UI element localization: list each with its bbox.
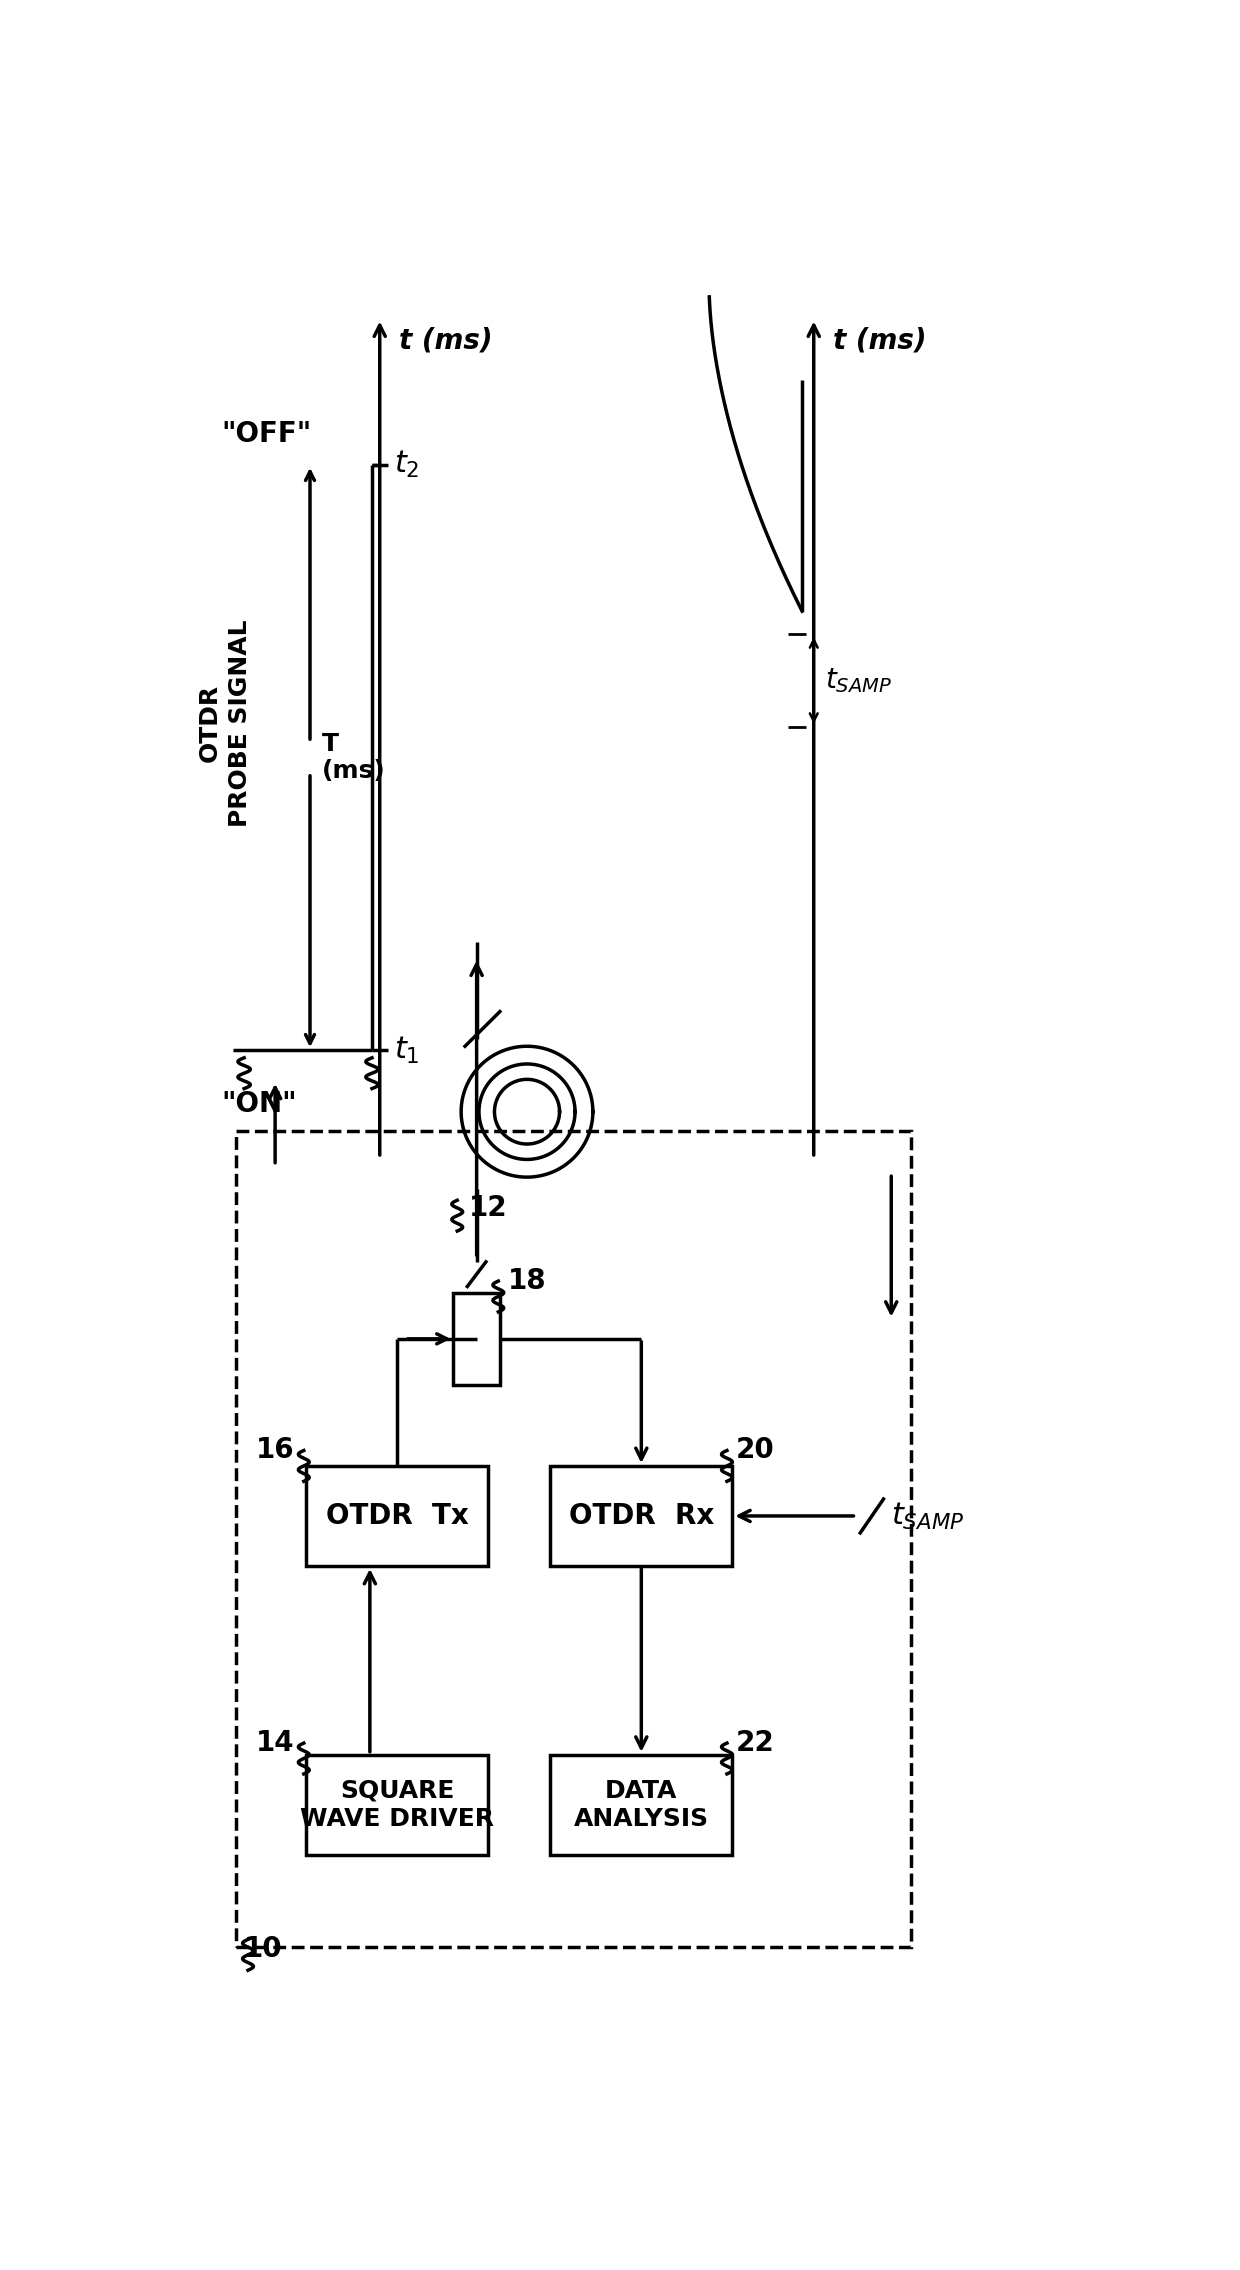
Text: 10: 10 [244, 1934, 283, 1964]
Bar [551, 1755, 733, 1855]
Text: "ON": "ON" [221, 1090, 296, 1119]
Bar [237, 1130, 910, 1948]
Text: DATA
ANALYSIS: DATA ANALYSIS [574, 1780, 709, 1830]
Text: OTDR  Rx: OTDR Rx [569, 1503, 714, 1530]
Text: OTDR
PROBE SIGNAL: OTDR PROBE SIGNAL [198, 620, 252, 826]
Bar [306, 1466, 489, 1566]
Bar [306, 1755, 489, 1855]
Text: t (ms): t (ms) [399, 327, 492, 354]
Text: 20: 20 [737, 1437, 775, 1464]
Text: OTDR  Tx: OTDR Tx [326, 1503, 469, 1530]
Text: $t_1$: $t_1$ [394, 1035, 419, 1065]
Text: 22: 22 [737, 1730, 775, 1757]
Text: SQUARE
WAVE DRIVER: SQUARE WAVE DRIVER [300, 1780, 495, 1830]
Bar [454, 1292, 500, 1385]
Text: 14: 14 [255, 1730, 295, 1757]
Text: "OFF": "OFF" [221, 420, 311, 447]
Text: 12: 12 [469, 1194, 507, 1221]
Text: 16: 16 [255, 1437, 295, 1464]
Text: t (ms): t (ms) [833, 327, 926, 354]
Text: $t_{SAMP}$: $t_{SAMP}$ [826, 665, 893, 695]
Text: $t_2$: $t_2$ [394, 449, 419, 481]
Text: 18: 18 [507, 1267, 547, 1296]
Bar [551, 1466, 733, 1566]
Text: $t_{SAMP}$: $t_{SAMP}$ [892, 1500, 965, 1532]
Text: T
(ms): T (ms) [321, 731, 386, 783]
